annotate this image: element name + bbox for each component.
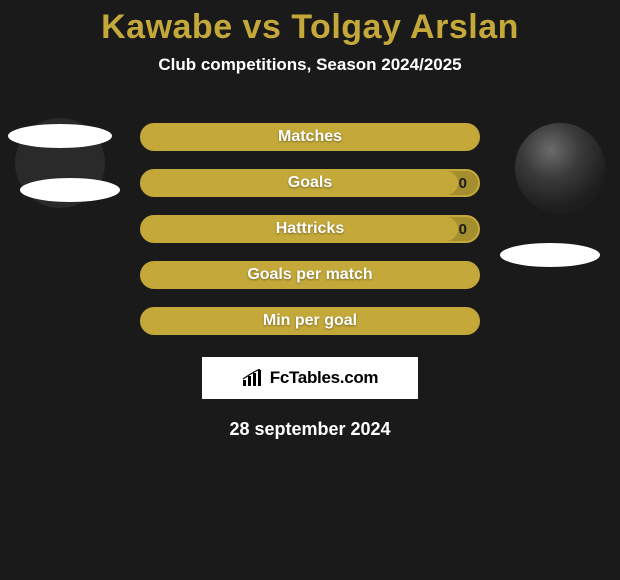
date-label: 28 september 2024 bbox=[0, 419, 620, 440]
stat-bar: Hattricks0 bbox=[140, 215, 480, 243]
stat-bar-label: Hattricks bbox=[142, 217, 478, 241]
page-subtitle: Club competitions, Season 2024/2025 bbox=[0, 55, 620, 75]
stat-bar-label: Goals per match bbox=[142, 263, 478, 287]
stat-bar-label: Min per goal bbox=[142, 309, 478, 333]
stat-bar: Min per goal bbox=[140, 307, 480, 335]
watermark: FcTables.com bbox=[202, 357, 418, 399]
bar-chart-icon bbox=[242, 369, 264, 387]
stat-bar-value-right: 0 bbox=[459, 217, 467, 241]
stat-bar: Goals per match bbox=[140, 261, 480, 289]
stat-bar-label: Goals bbox=[142, 171, 478, 195]
stat-bar: Goals0 bbox=[140, 169, 480, 197]
highlight-ellipse bbox=[8, 124, 112, 148]
comparison-bars: MatchesGoals0Hattricks0Goals per matchMi… bbox=[140, 123, 480, 335]
avatar-right bbox=[515, 123, 605, 213]
stat-bar-label: Matches bbox=[142, 125, 478, 149]
stat-bar: Matches bbox=[140, 123, 480, 151]
page-title: Kawabe vs Tolgay Arslan bbox=[0, 0, 620, 47]
highlight-ellipse bbox=[500, 243, 600, 267]
highlight-ellipse bbox=[20, 178, 120, 202]
stat-bar-value-right: 0 bbox=[459, 171, 467, 195]
watermark-text: FcTables.com bbox=[270, 368, 379, 388]
